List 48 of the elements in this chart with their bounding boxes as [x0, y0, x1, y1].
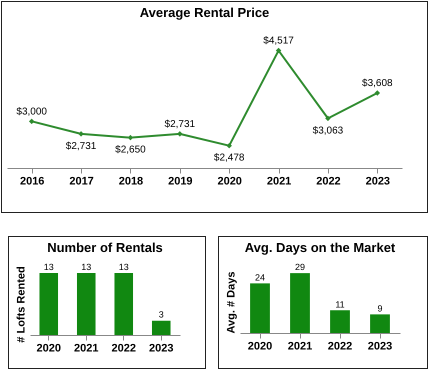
- data-label: $3,063: [312, 125, 344, 136]
- x-tick-label: 2021: [266, 176, 292, 188]
- x-tick-label: 2020: [217, 176, 242, 188]
- x-tick-label: 2020: [248, 340, 272, 352]
- y-axis-title: # Lofts Rented: [16, 266, 28, 343]
- data-label: $3,000: [16, 106, 48, 118]
- data-label: $3,608: [362, 78, 394, 89]
- point: [325, 116, 331, 122]
- x-tick-label: 2023: [149, 342, 174, 354]
- bar: [250, 283, 270, 333]
- bar: [330, 310, 350, 333]
- chart-title: Average Rental Price: [140, 5, 270, 20]
- data-label: $2,650: [115, 144, 146, 156]
- x-tick-label: 2018: [118, 176, 144, 188]
- x-tick-label: 2022: [328, 340, 352, 352]
- x-tick-label: 2017: [69, 176, 94, 188]
- x-tick-label: 2023: [366, 176, 390, 188]
- data-label: 3: [158, 310, 164, 320]
- data-label: 29: [294, 262, 306, 272]
- data-label: 13: [81, 262, 92, 272]
- y-axis-title: Avg. # Days: [226, 272, 238, 334]
- x-tick-label: 2021: [288, 340, 312, 352]
- point: [374, 90, 380, 96]
- x-tick-label: 2021: [74, 342, 98, 354]
- data-label: $4,517: [263, 36, 294, 47]
- data-label: 13: [44, 262, 54, 272]
- chart-title: Avg. Days on the Market: [244, 240, 396, 256]
- data-label: 13: [118, 262, 129, 272]
- data-label: 9: [377, 303, 383, 314]
- point: [177, 131, 183, 137]
- x-tick-label: 2016: [20, 176, 44, 188]
- point: [276, 48, 282, 54]
- chart-title: Number of Rentals: [47, 240, 163, 255]
- point: [28, 118, 34, 124]
- data-label: 11: [335, 299, 345, 310]
- data-label: $2,731: [66, 140, 97, 152]
- x-tick-label: 2023: [368, 340, 392, 352]
- point: [226, 142, 232, 148]
- data-label: $2,731: [164, 118, 196, 130]
- x-tick-label: 2022: [316, 176, 341, 188]
- data-label: 24: [254, 272, 266, 282]
- x-tick-label: 2022: [112, 342, 136, 354]
- bar: [290, 273, 310, 333]
- x-tick-label: 2019: [168, 176, 193, 188]
- point: [78, 131, 84, 137]
- x-tick-label: 2020: [36, 342, 61, 354]
- bar: [370, 314, 390, 333]
- data-label: $2,478: [214, 152, 245, 164]
